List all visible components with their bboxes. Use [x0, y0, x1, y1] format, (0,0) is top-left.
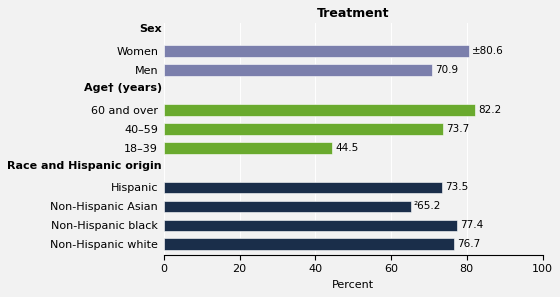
- Text: ±80.6: ±80.6: [472, 46, 504, 56]
- Text: Sex: Sex: [139, 24, 162, 34]
- Title: Treatment: Treatment: [317, 7, 389, 20]
- Text: 76.7: 76.7: [458, 239, 480, 249]
- X-axis label: Percent: Percent: [332, 280, 374, 290]
- Text: 82.2: 82.2: [478, 105, 501, 115]
- Text: 77.4: 77.4: [460, 220, 483, 230]
- Text: 73.7: 73.7: [446, 124, 469, 134]
- Text: Age† (years): Age† (years): [84, 83, 162, 93]
- Bar: [164, 142, 332, 154]
- Text: ²65.2: ²65.2: [414, 201, 441, 211]
- Bar: [164, 200, 410, 212]
- Bar: [164, 181, 442, 193]
- Bar: [164, 64, 432, 76]
- Text: 70.9: 70.9: [435, 65, 459, 75]
- Bar: [164, 45, 469, 57]
- Bar: [164, 238, 454, 250]
- Text: 73.5: 73.5: [445, 182, 469, 192]
- Bar: [164, 123, 443, 135]
- Text: Race and Hispanic origin: Race and Hispanic origin: [7, 161, 162, 171]
- Text: 44.5: 44.5: [335, 143, 358, 153]
- Bar: [164, 219, 457, 231]
- Bar: [164, 104, 475, 116]
